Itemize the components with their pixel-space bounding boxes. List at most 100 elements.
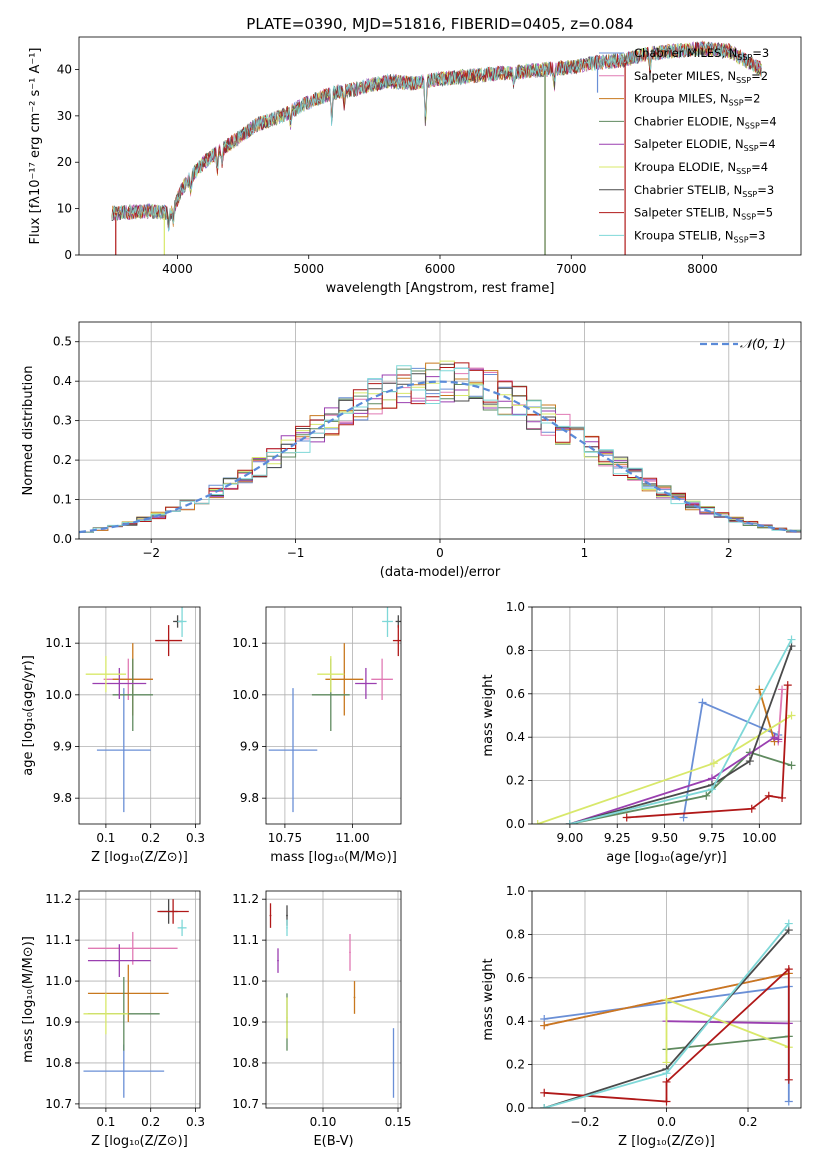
y-tick-label: 0.0	[53, 532, 72, 546]
plot-area	[85, 607, 187, 813]
axes-frame	[531, 606, 802, 825]
series-marker-kroupa_stelib	[784, 919, 793, 928]
legend-name: Salpeter STELIB, N	[634, 206, 741, 220]
series-marker-salpeter_stelib	[784, 965, 793, 974]
point-kroupa_elodie	[329, 673, 332, 676]
x-tick-label: 9.25	[604, 831, 631, 845]
series-line-chabrier_stelib	[569, 645, 793, 824]
spectrum-series-kroupa_stelib	[111, 41, 762, 232]
y-tick-label: 1.0	[506, 884, 525, 898]
legend-sub: SSP	[742, 190, 757, 199]
plot-area	[79, 360, 801, 539]
y-tick-label: 10.7	[232, 1097, 259, 1111]
panel-age_vs_Z: 0.1 0.2 0.3 9.8 9.9 10.0 10.1 Z [log₁₀(Z/Z⊙)] ag…	[21, 606, 205, 865]
point-chabrier_elodie	[329, 693, 332, 696]
x-tick-label: 5000	[293, 262, 324, 276]
point-kroupa_miles	[127, 992, 130, 995]
x-tick-label: 10.00	[742, 831, 776, 845]
point-salpeter_miles	[381, 678, 383, 681]
legend-entry: Chabrier ELODIE, NSSP=4	[634, 114, 777, 130]
x-tick-label: 10.75	[268, 831, 302, 845]
series-line-kroupa_stelib	[569, 639, 793, 824]
legend-name: Kroupa STELIB, N	[634, 228, 734, 242]
x-tick-label: 7000	[556, 262, 587, 276]
y-tick-label: 0.0	[506, 1101, 525, 1115]
legend-entry: Kroupa MILES, NSSP=2	[634, 92, 760, 108]
histogram-kroupa_stelib	[79, 365, 801, 539]
y-axis-label: mass [log₁₀(M/M⊙)]	[21, 936, 36, 1063]
series-marker-chabrier_elodie	[787, 761, 796, 770]
y-tick-label: 11.2	[232, 892, 259, 906]
series-marker-chabrier_miles	[698, 698, 707, 707]
x-axis-label: (data-model)/error	[380, 565, 501, 580]
legend-name: Chabrier MILES, N	[634, 46, 737, 60]
point-salpeter_stelib	[269, 914, 272, 917]
panel-residuals: −2 −1 0 1 2 0.0 0.1 0.2 0.3 0.4 0.5 (data-model)/er…	[21, 321, 802, 580]
x-axis-label: Z [log₁₀(Z/Z⊙)]	[618, 1134, 715, 1149]
panel-age_vs_mass: 10.75 11.00 9.8 9.9 10.0 10.1 mass [log₁₀(M/M⊙…	[232, 606, 402, 865]
panel-mass_vs_Z: 0.1 0.2 0.3 10.7 10.8 10.9 11.0 11.1 11.2 Z [log₁…	[21, 890, 205, 1149]
legend-name: Kroupa ELODIE, N	[634, 160, 736, 174]
y-tick-label: 1.0	[506, 600, 525, 614]
x-tick-label: 1	[581, 546, 589, 560]
panel-weight_vs_age: 9.00 9.25 9.50 9.75 10.00 0.0 0.2 0.4 0.6 0.8 1.0 a…	[481, 600, 802, 865]
panel-spectrum: 4000 5000 6000 7000 8000 0 10 20 30 40 wavelength …	[28, 36, 802, 296]
axes-frame	[78, 606, 201, 825]
x-tick-label: −0.2	[570, 1115, 599, 1129]
series-marker-salpeter_stelib	[783, 681, 792, 690]
point-chabrier_stelib	[286, 914, 288, 917]
x-axis-label: E(B-V)	[313, 1134, 353, 1149]
point-chabrier_stelib	[397, 620, 400, 623]
legend-tail: =4	[751, 160, 768, 174]
series-marker-salpeter_stelib	[747, 804, 756, 813]
x-tick-label: 0	[436, 546, 444, 560]
series-marker-kroupa_stelib	[707, 785, 716, 794]
y-tick-label: 10.1	[232, 636, 259, 650]
series-marker-chabrier_miles	[784, 1097, 793, 1106]
x-tick-label: 4000	[162, 262, 193, 276]
legend-sub: SSP	[729, 99, 744, 108]
x-tick-label: 0.15	[385, 1115, 412, 1129]
legend-sub: SSP	[734, 235, 749, 244]
panel-weight_vs_Z: −0.2 0.0 0.2 0.0 0.2 0.4 0.6 0.8 1.0 Z [log₁₀(Z/Z…	[481, 884, 802, 1149]
legend-tail: =3	[757, 183, 774, 197]
x-tick-label: 2	[725, 546, 733, 560]
x-tick-label: 0.2	[141, 1115, 160, 1129]
legend-name: Salpeter MILES, N	[634, 69, 736, 83]
point-kroupa_stelib	[181, 926, 183, 929]
x-tick-label: 0.1	[96, 831, 115, 845]
series-marker-kroupa_elodie	[709, 759, 718, 768]
x-tick-label: 11.00	[335, 831, 369, 845]
y-tick-label: 30	[57, 109, 72, 123]
y-tick-label: 0.4	[53, 374, 72, 388]
series-marker-salpeter_elodie	[774, 735, 783, 744]
y-tick-label: 11.2	[45, 892, 72, 906]
y-tick-label: 11.1	[45, 933, 72, 947]
axes-frame	[531, 890, 802, 1109]
axes-frame	[265, 606, 402, 825]
y-tick-label: 10.8	[45, 1056, 72, 1070]
point-chabrier_miles	[122, 1070, 125, 1073]
axes-frame	[78, 321, 802, 540]
series-line-salpeter_miles	[777, 689, 783, 742]
point-chabrier_miles	[392, 1062, 395, 1064]
series-marker-kroupa_elodie	[787, 711, 796, 720]
point-salpeter_elodie	[277, 959, 279, 962]
legend-tail: =5	[756, 206, 773, 220]
point-kroupa_elodie	[104, 673, 107, 676]
series-marker-kroupa_stelib	[540, 1104, 549, 1108]
x-tick-label: 0.10	[310, 1115, 337, 1129]
y-tick-label: 0.2	[506, 774, 525, 788]
y-tick-label: 0.6	[506, 971, 525, 985]
legend-sub: SSP	[744, 144, 759, 153]
series-marker-salpeter_stelib	[784, 1075, 793, 1084]
x-tick-label: 0.2	[738, 1115, 757, 1129]
legend-entry: Salpeter STELIB, NSSP=5	[634, 206, 773, 222]
series-marker-chabrier_stelib	[745, 757, 754, 766]
y-tick-label: 9.9	[53, 740, 72, 754]
y-tick-label: 0.8	[506, 643, 525, 657]
x-tick-label: 0.0	[657, 1115, 676, 1129]
legend-sub: SSP	[736, 167, 751, 176]
plot-area	[268, 607, 401, 813]
